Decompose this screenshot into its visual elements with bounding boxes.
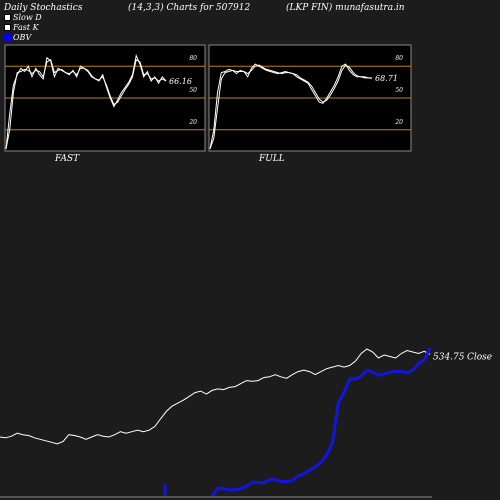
panel-label-fast: FAST [54,154,80,164]
legend-swatch-icon [4,24,11,31]
chart-title: Daily Stochastics [4,3,83,13]
chart-symbol: (LKP FIN) munafasutra.in [286,3,405,13]
tick-label: 50 [395,87,403,94]
tick-label: 50 [189,87,197,94]
obv-series [210,347,432,497]
legend-label: Slow D [13,13,42,22]
tick-label: 80 [189,55,197,62]
legend-slow-d: Slow D [4,13,42,22]
price-series [0,348,431,445]
stoch-series-1 [5,59,167,149]
price-suffix-label: Close [467,352,492,362]
legend-swatch-icon [4,14,11,21]
last-value-label: 66.16 [169,77,192,86]
tick-label: 80 [395,55,403,62]
legend-label: OBV [13,33,32,42]
chart-params: (14,3,3) Charts for 507912 [128,3,251,13]
last-value-label: 68.71 [375,74,398,83]
legend-fast-k: Fast K [4,23,39,32]
legend-obv: OBV [4,33,31,42]
legend-swatch-icon [4,34,11,41]
tick-label: 20 [188,119,197,126]
stoch-series-1 [209,64,372,150]
legend-label: Fast K [13,23,39,32]
price-value-label: 534.75 [433,352,465,362]
tick-label: 20 [394,119,403,126]
panel-label-full: FULL [258,154,285,164]
